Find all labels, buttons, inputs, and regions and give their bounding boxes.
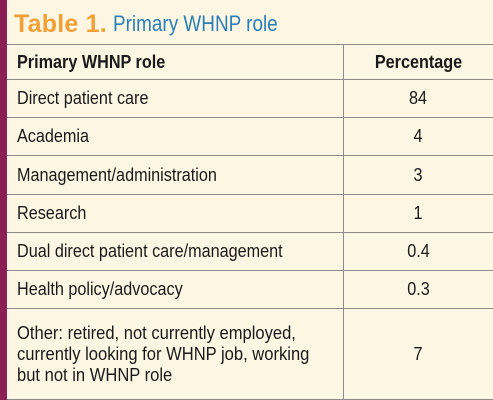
role-cell: Research	[7, 193, 343, 233]
table-number: Table 1.	[14, 9, 107, 38]
table-caption: Table 1. Primary WHNP role	[14, 4, 304, 44]
percentage-cell: 4	[342, 117, 493, 157]
column-header-role: Primary WHNP role	[7, 44, 343, 80]
percentage-cell: 7	[342, 308, 493, 400]
table-row: Academia 4	[7, 117, 493, 157]
percentage-cell: 1	[342, 193, 493, 233]
table-row: Research 1	[7, 193, 493, 233]
role-cell: Direct patient care	[7, 78, 343, 119]
header-row: Primary WHNP role Percentage	[7, 44, 493, 80]
percentage-cell: 3	[342, 155, 493, 195]
role-cell: Other: retired, not currently employed, …	[7, 308, 343, 400]
table-row: Health policy/advocacy 0.3	[7, 270, 493, 310]
percentage-cell: 0.3	[342, 270, 493, 310]
role-cell: Health policy/advocacy	[7, 270, 343, 310]
table-row: Management/administration 3	[7, 155, 493, 195]
table-title: Primary WHNP role	[112, 11, 278, 36]
table-row: Other: retired, not currently employed, …	[7, 308, 493, 400]
percentage-cell: 84	[342, 78, 493, 119]
table-row: Dual direct patient care/management 0.4	[7, 231, 493, 272]
role-cell: Dual direct patient care/management	[7, 231, 343, 272]
percentage-cell: 0.4	[342, 231, 493, 272]
table-row: Direct patient care 84	[7, 78, 493, 119]
role-cell: Academia	[7, 117, 343, 157]
accent-bar	[0, 0, 7, 400]
column-header-percentage: Percentage	[342, 44, 493, 80]
role-cell: Management/administration	[7, 155, 343, 195]
data-table: Primary WHNP role Percentage Direct pati…	[7, 44, 493, 400]
